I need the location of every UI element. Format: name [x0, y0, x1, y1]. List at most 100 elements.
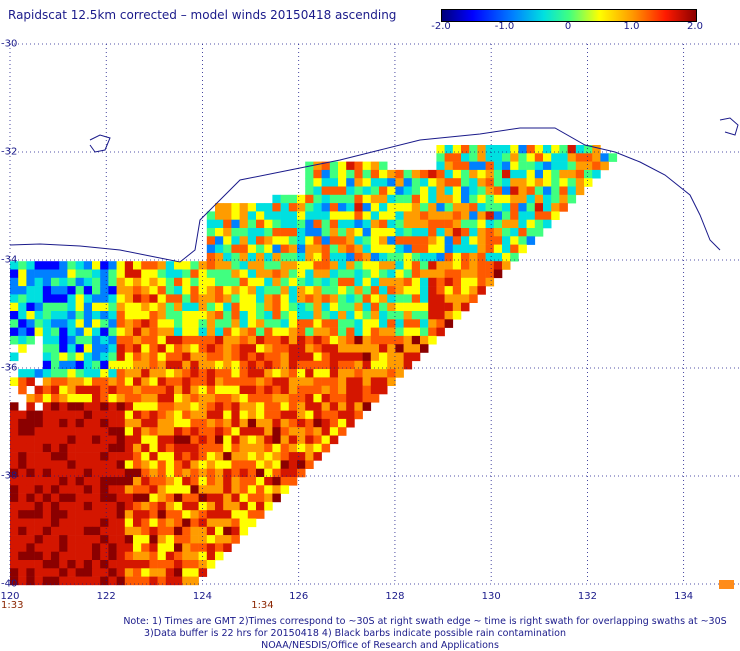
wind-difference-cell	[198, 269, 208, 279]
wind-difference-cell	[149, 286, 158, 295]
wind-difference-cell	[59, 369, 68, 378]
wind-difference-cell	[559, 194, 568, 204]
wind-difference-cell	[321, 369, 331, 378]
wind-difference-cell	[370, 394, 380, 403]
wind-difference-cell	[51, 493, 60, 503]
wind-difference-cell	[485, 269, 495, 279]
wind-difference-cell	[575, 178, 585, 187]
wind-difference-cell	[215, 294, 224, 303]
wind-difference-cell	[92, 477, 101, 486]
wind-difference-cell	[387, 261, 396, 270]
wind-difference-cell	[321, 319, 331, 328]
wind-difference-cell	[305, 344, 314, 353]
wind-difference-cell	[469, 194, 478, 204]
wind-difference-cell	[157, 501, 167, 511]
wind-difference-cell	[59, 377, 68, 386]
wind-difference-cell	[100, 277, 109, 287]
wind-difference-cell	[567, 153, 577, 162]
wind-difference-cell	[67, 543, 76, 552]
wind-difference-cell	[502, 186, 511, 196]
wind-difference-cell	[92, 327, 101, 337]
wind-difference-cell	[338, 360, 347, 370]
wind-difference-cell	[280, 460, 290, 469]
wind-difference-cell	[379, 360, 388, 370]
wind-difference-cell	[305, 402, 314, 411]
wind-difference-cell	[485, 145, 495, 154]
wind-difference-cell	[387, 311, 396, 320]
wind-difference-cell	[346, 228, 355, 237]
wind-difference-cell	[206, 501, 216, 511]
wind-difference-cell	[477, 161, 486, 171]
wind-difference-cell	[411, 302, 421, 312]
wind-difference-cell	[83, 435, 93, 445]
wind-difference-cell	[387, 302, 396, 312]
wind-difference-cell	[444, 178, 454, 187]
wind-difference-cell	[124, 543, 134, 552]
wind-difference-cell	[198, 535, 208, 544]
wind-difference-cell	[584, 153, 593, 162]
wind-difference-cell	[34, 510, 44, 519]
wind-difference-cell	[124, 526, 134, 536]
wind-difference-cell	[444, 186, 454, 196]
wind-difference-cell	[42, 493, 52, 503]
wind-difference-cell	[288, 377, 298, 386]
wind-difference-cell	[108, 294, 117, 303]
wind-difference-cell	[239, 219, 249, 229]
wind-difference-cell	[34, 311, 44, 320]
wind-difference-cell	[428, 286, 437, 295]
latitude-tick-label: -32	[1, 146, 18, 158]
wind-difference-cell	[108, 526, 117, 536]
wind-difference-cell	[485, 161, 495, 171]
wind-difference-cell	[198, 543, 208, 552]
wind-difference-cell	[157, 302, 167, 312]
wind-difference-cell	[502, 252, 511, 262]
wind-difference-cell	[452, 302, 462, 312]
wind-difference-cell	[239, 327, 249, 337]
wind-difference-cell	[124, 352, 134, 362]
wind-difference-cell	[182, 369, 191, 378]
wind-difference-cell	[346, 327, 355, 337]
wind-difference-cell	[10, 261, 19, 270]
wind-difference-cell	[379, 219, 388, 229]
wind-difference-cell	[182, 435, 191, 445]
wind-difference-cell	[543, 219, 552, 229]
wind-difference-cell	[436, 286, 445, 295]
wind-difference-cell	[51, 311, 60, 320]
wind-difference-cell	[420, 244, 429, 254]
wind-difference-cell	[297, 344, 306, 353]
wind-difference-cell	[346, 294, 355, 303]
wind-difference-cell	[124, 435, 134, 445]
wind-difference-cell	[452, 211, 462, 220]
legend-swatch	[719, 580, 734, 589]
wind-difference-cell	[223, 203, 232, 212]
wind-difference-cell	[157, 327, 167, 337]
wind-difference-cell	[436, 269, 445, 279]
wind-difference-cell	[34, 518, 44, 528]
wind-difference-cell	[264, 427, 273, 436]
wind-difference-cell	[59, 543, 68, 552]
wind-difference-cell	[239, 460, 249, 469]
wind-difference-cell	[100, 269, 109, 279]
wind-difference-cell	[420, 286, 429, 295]
wind-difference-cell	[182, 269, 191, 279]
wind-difference-cell	[59, 452, 68, 461]
wind-difference-cell	[543, 161, 552, 171]
wind-difference-cell	[10, 377, 19, 386]
wind-difference-cell	[51, 510, 60, 519]
wind-difference-cell	[190, 369, 199, 378]
wind-difference-cell	[157, 344, 167, 353]
wind-difference-cell	[174, 543, 183, 552]
wind-difference-cell	[34, 385, 44, 395]
wind-difference-cell	[239, 302, 249, 312]
wind-difference-cell	[559, 186, 568, 196]
wind-difference-cell	[288, 477, 298, 486]
wind-difference-cell	[461, 261, 470, 270]
wind-difference-cell	[26, 468, 35, 478]
wind-difference-cell	[124, 576, 134, 586]
wind-difference-cell	[461, 194, 470, 204]
wind-difference-cell	[338, 228, 347, 237]
wind-difference-cell	[305, 261, 314, 270]
wind-difference-cell	[428, 211, 437, 220]
wind-difference-cell	[288, 468, 298, 478]
wind-difference-cell	[362, 335, 372, 345]
